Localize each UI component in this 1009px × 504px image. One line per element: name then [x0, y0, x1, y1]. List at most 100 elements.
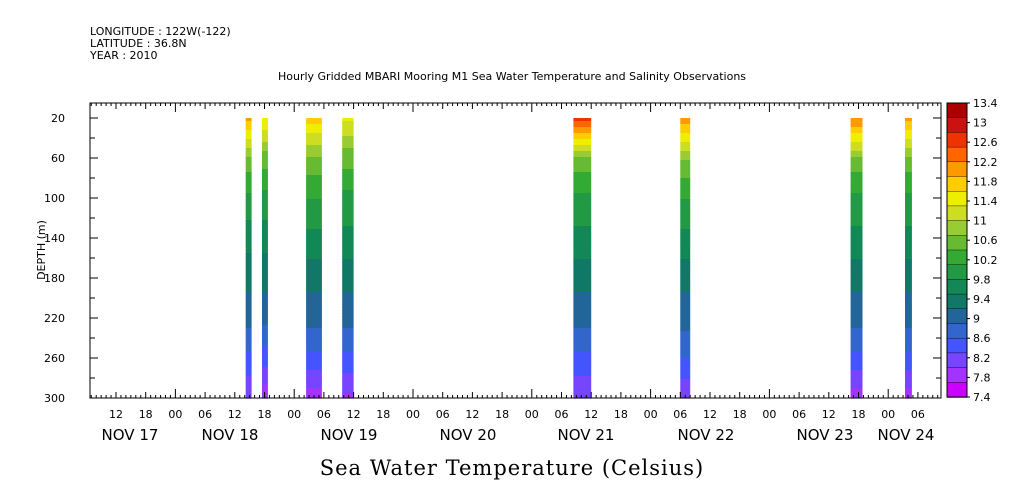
- data-cell: [245, 292, 252, 296]
- data-cell: [245, 247, 252, 251]
- data-cell: [573, 151, 592, 155]
- data-cell: [262, 262, 268, 266]
- data-cell: [573, 319, 592, 323]
- data-cell: [342, 340, 354, 344]
- data-cell: [262, 319, 268, 323]
- data-cell: [342, 262, 354, 266]
- data-cell: [245, 217, 252, 221]
- data-cell: [245, 172, 252, 176]
- data-cell: [573, 238, 592, 242]
- x-day-label: NOV 22: [678, 426, 735, 444]
- data-cell: [262, 322, 268, 326]
- data-cell: [905, 220, 912, 224]
- data-cell: [850, 349, 863, 353]
- data-cell: [905, 361, 912, 365]
- data-cell: [245, 133, 252, 137]
- data-cell: [850, 193, 863, 197]
- data-cell: [905, 280, 912, 284]
- data-cell: [905, 127, 912, 131]
- data-cell: [905, 313, 912, 317]
- data-cell: [245, 274, 252, 278]
- data-cell: [342, 358, 354, 362]
- data-cell: [262, 286, 268, 290]
- data-cell: [306, 295, 322, 299]
- data-cell: [573, 208, 592, 212]
- data-cell: [573, 358, 592, 362]
- data-cell: [262, 124, 268, 128]
- data-cell: [850, 367, 863, 371]
- data-cell: [905, 364, 912, 368]
- data-cell: [262, 388, 268, 392]
- data-cell: [680, 292, 691, 296]
- data-cell: [306, 379, 322, 383]
- data-cell: [680, 172, 691, 176]
- data-cell: [680, 280, 691, 284]
- x-hour-label: 12: [703, 408, 717, 421]
- data-cell: [262, 364, 268, 368]
- data-cell: [905, 166, 912, 170]
- data-cell: [573, 184, 592, 188]
- data-cell: [262, 289, 268, 293]
- data-cell: [245, 334, 252, 338]
- data-cell: [905, 319, 912, 323]
- data-cell: [306, 205, 322, 209]
- data-cell: [573, 235, 592, 239]
- data-cell: [342, 277, 354, 281]
- data-cell: [262, 133, 268, 137]
- data-cell: [306, 286, 322, 290]
- data-cell: [262, 190, 268, 194]
- data-cell: [262, 178, 268, 182]
- data-cell: [306, 382, 322, 386]
- colorbar-label: 11.8: [973, 175, 998, 188]
- data-cell: [680, 169, 691, 173]
- data-cell: [262, 184, 268, 188]
- data-cell: [245, 202, 252, 206]
- data-cell: [342, 142, 354, 146]
- data-cell: [262, 328, 268, 332]
- data-cell: [905, 148, 912, 152]
- data-cell: [262, 316, 268, 320]
- data-cell: [850, 196, 863, 200]
- data-cell: [306, 136, 322, 140]
- data-cell: [680, 145, 691, 149]
- data-cell: [573, 166, 592, 170]
- data-cell: [850, 181, 863, 185]
- data-cell: [342, 118, 354, 122]
- data-cell: [342, 376, 354, 380]
- data-cell: [342, 148, 354, 152]
- data-cell: [342, 121, 354, 125]
- data-cell: [573, 229, 592, 233]
- data-cell: [245, 316, 252, 320]
- colorbar-swatch: [946, 308, 968, 325]
- data-cell: [306, 217, 322, 221]
- data-cell: [850, 220, 863, 224]
- x-hour-label: 12: [465, 408, 479, 421]
- data-cell: [306, 319, 322, 323]
- data-cell: [306, 322, 322, 326]
- data-cell: [905, 187, 912, 191]
- y-axis: 20 60 100 140 180 220 260 300: [44, 112, 941, 405]
- data-cell: [850, 271, 863, 275]
- data-cell: [245, 187, 252, 191]
- data-cell: [262, 217, 268, 221]
- data-cell: [245, 232, 252, 236]
- data-cell: [245, 229, 252, 233]
- data-cell: [342, 313, 354, 317]
- data-cell: [342, 136, 354, 140]
- data-cell: [905, 322, 912, 326]
- data-cell: [573, 364, 592, 368]
- data-cell: [342, 133, 354, 137]
- data-cell: [306, 328, 322, 332]
- data-cell: [850, 232, 863, 236]
- data-cell: [905, 124, 912, 128]
- data-cell: [905, 238, 912, 242]
- data-cell: [342, 256, 354, 260]
- data-cell: [262, 154, 268, 158]
- data-cell: [680, 346, 691, 350]
- x-axis: 12 18 00 06 12 18 00 06 12 18 00 06 12 18 00 06 12 18 00 06…: [90, 103, 939, 444]
- data-cell: [905, 241, 912, 245]
- data-cell: [573, 313, 592, 317]
- data-cell: [905, 379, 912, 383]
- data-cell: [245, 298, 252, 302]
- data-cell: [850, 235, 863, 239]
